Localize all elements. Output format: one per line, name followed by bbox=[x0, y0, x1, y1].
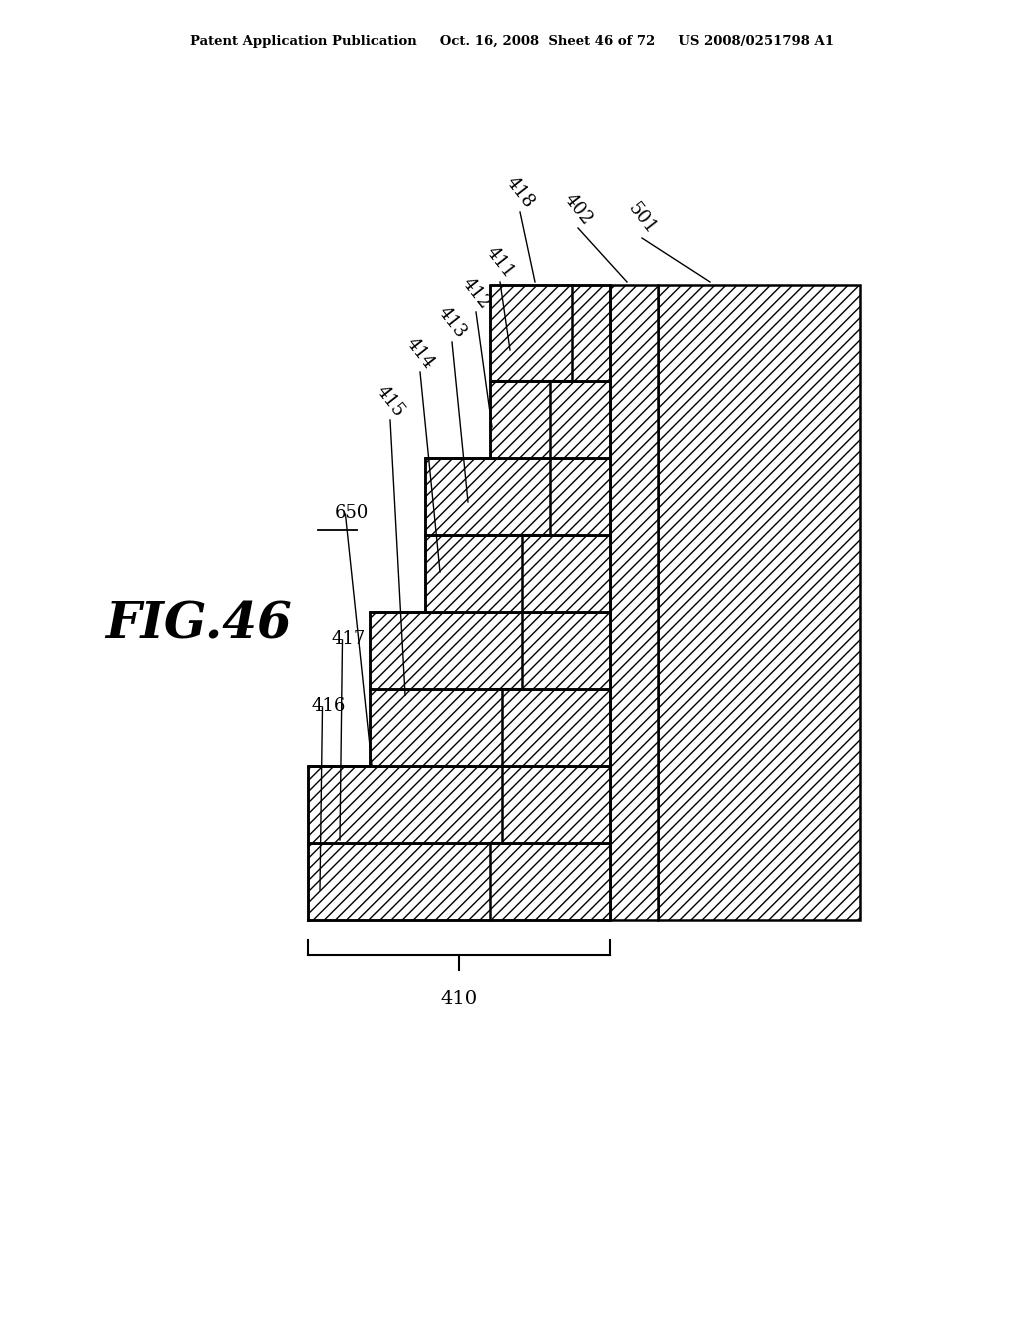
Bar bbox=[425, 458, 610, 535]
Text: 413: 413 bbox=[434, 304, 470, 342]
Bar bbox=[370, 612, 610, 689]
Bar bbox=[490, 381, 610, 458]
Bar bbox=[308, 843, 610, 920]
Bar bbox=[490, 285, 610, 381]
Text: 416: 416 bbox=[312, 697, 346, 715]
Text: FIG.46: FIG.46 bbox=[105, 601, 292, 649]
Bar bbox=[370, 689, 610, 766]
Text: Patent Application Publication     Oct. 16, 2008  Sheet 46 of 72     US 2008/025: Patent Application Publication Oct. 16, … bbox=[190, 36, 834, 49]
Text: 415: 415 bbox=[373, 381, 408, 420]
Text: 501: 501 bbox=[625, 199, 659, 238]
Text: 402: 402 bbox=[560, 190, 596, 228]
Text: 418: 418 bbox=[503, 174, 538, 213]
Bar bbox=[425, 535, 610, 612]
Text: 410: 410 bbox=[440, 990, 477, 1008]
Bar bbox=[610, 285, 658, 920]
Text: 650: 650 bbox=[335, 504, 370, 521]
Bar bbox=[658, 285, 860, 920]
Text: 412: 412 bbox=[459, 275, 494, 312]
Bar bbox=[308, 766, 610, 843]
Text: 411: 411 bbox=[482, 244, 518, 282]
Text: 417: 417 bbox=[332, 630, 367, 648]
Text: 414: 414 bbox=[402, 334, 437, 372]
